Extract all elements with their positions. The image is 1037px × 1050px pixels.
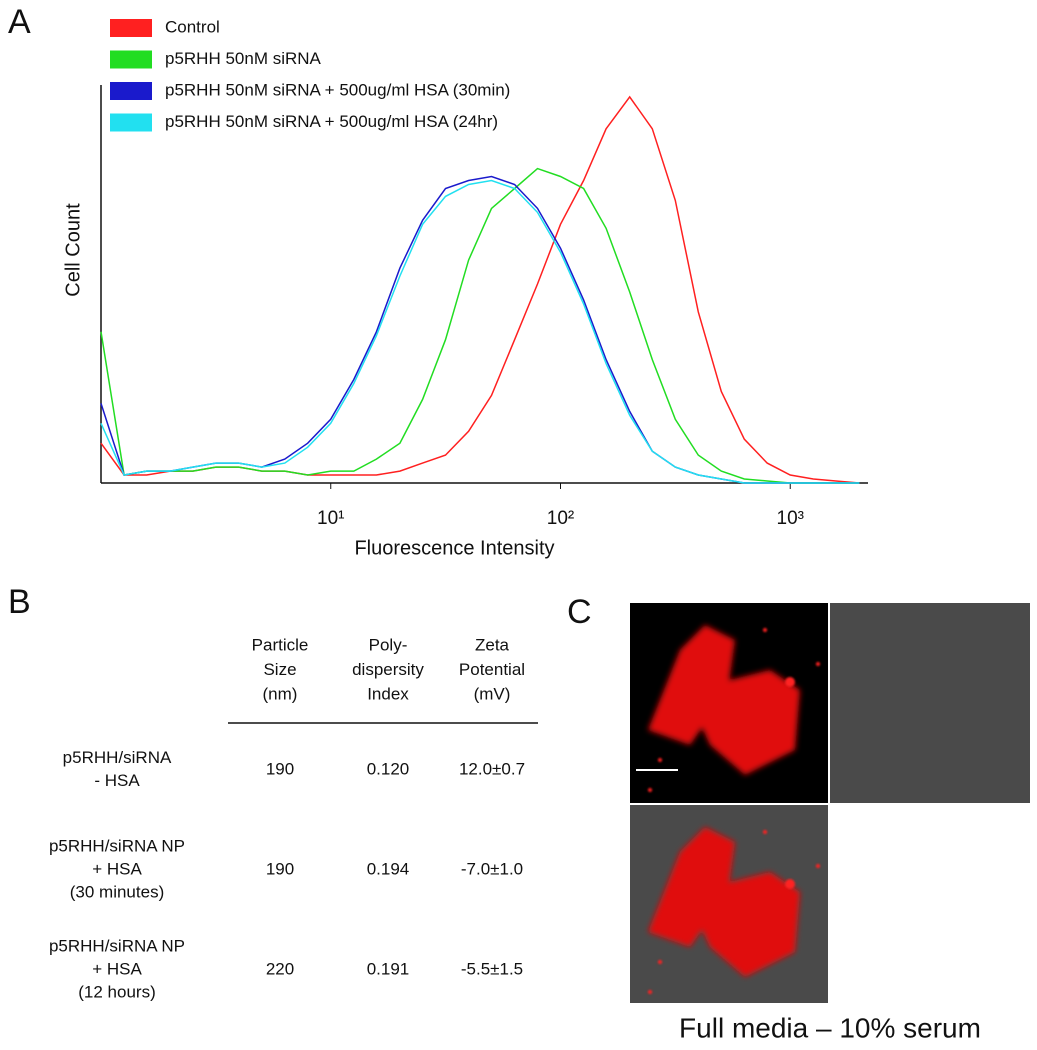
legend-label: Control bbox=[165, 17, 220, 36]
column-header: dispersity bbox=[352, 660, 424, 679]
x-tick-label: 10³ bbox=[777, 508, 804, 529]
row-label: p5RHH/siRNA NP bbox=[49, 836, 185, 855]
panel-label: C bbox=[567, 593, 592, 631]
column-header: Size bbox=[263, 660, 296, 679]
legend-swatch bbox=[110, 113, 152, 132]
x-tick-label: 10² bbox=[547, 508, 574, 529]
caption: Full media – 10% serum bbox=[679, 1012, 981, 1043]
table-cell: 0.120 bbox=[367, 759, 410, 778]
row-label: + HSA bbox=[92, 859, 142, 878]
y-axis-label: Cell Count bbox=[62, 203, 84, 297]
column-header: (nm) bbox=[263, 684, 298, 703]
legend-label: p5RHH 50nM siRNA bbox=[165, 49, 322, 68]
legend-label: p5RHH 50nM siRNA + 500ug/ml HSA (24hr) bbox=[165, 112, 498, 131]
table-cell: -5.5±1.5 bbox=[461, 959, 523, 978]
image-brightfield bbox=[830, 603, 1030, 803]
row-label: p5RHH/siRNA NP bbox=[49, 936, 185, 955]
table-cell: 190 bbox=[266, 859, 294, 878]
row-label: p5RHH/siRNA bbox=[63, 748, 172, 767]
legend-swatch bbox=[110, 82, 152, 100]
column-header: (mV) bbox=[474, 684, 511, 703]
column-header: Index bbox=[367, 684, 409, 703]
table: Particle Size (nm) Poly-dispersity Index Zeta… bbox=[49, 635, 538, 1001]
vesicles bbox=[648, 628, 820, 994]
legend-swatch bbox=[110, 50, 152, 69]
table-cell: 220 bbox=[266, 959, 294, 978]
panel-label: A bbox=[8, 3, 31, 41]
table-cell: 190 bbox=[266, 759, 294, 778]
table-cell: 0.191 bbox=[367, 959, 410, 978]
row-label: (30 minutes) bbox=[70, 882, 164, 901]
series-line bbox=[100, 179, 860, 484]
table-cell: 0.194 bbox=[367, 859, 410, 878]
cells bbox=[648, 625, 800, 977]
series-line bbox=[100, 95, 860, 484]
x-tick-label: 10¹ bbox=[317, 508, 344, 529]
series-line bbox=[100, 175, 860, 484]
row-label: - HSA bbox=[94, 771, 140, 790]
panel-label: B bbox=[8, 583, 31, 621]
table-cell: 12.0±0.7 bbox=[459, 759, 525, 778]
column-header: Zeta bbox=[475, 635, 510, 654]
column-header: Particle bbox=[252, 635, 309, 654]
legend-swatch bbox=[110, 19, 152, 37]
row-label: + HSA bbox=[92, 959, 142, 978]
column-header: Potential bbox=[459, 660, 525, 679]
micrographs bbox=[630, 603, 1030, 1003]
row-label: (12 hours) bbox=[78, 982, 155, 1001]
legend-label: p5RHH 50nM siRNA + 500ug/ml HSA (30min) bbox=[165, 80, 510, 99]
x-axis-label: Fluorescence Intensity bbox=[354, 537, 554, 559]
histogram: 10¹ 10² 10³ Fluorescence Intensity Cell Coun… bbox=[62, 17, 868, 559]
series-line bbox=[100, 167, 860, 484]
column-header: Poly- bbox=[369, 635, 408, 654]
table-cell: -7.0±1.0 bbox=[461, 859, 523, 878]
